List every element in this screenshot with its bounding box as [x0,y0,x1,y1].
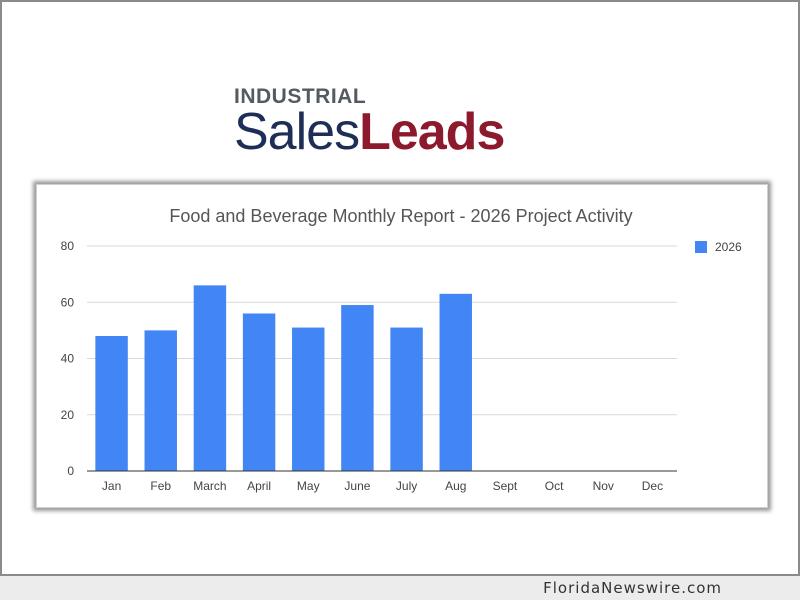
bar-feb [144,330,177,471]
industrial-salesleads-logo: INDUSTRIAL SalesLeads [234,86,534,166]
y-axis-ticks: 0 20 40 60 80 [61,239,75,478]
bar-may [292,327,325,471]
x-tick-label: June [344,479,370,493]
bar-june [341,305,374,471]
bar-jan [95,336,128,471]
legend-label: 2026 [715,240,742,254]
x-tick-label: Oct [545,479,564,493]
x-tick-label: Nov [593,479,614,493]
x-axis-ticks: Jan Feb March April May June July Aug Sept Oct Nov… [102,479,663,493]
x-tick-label: Jan [102,479,121,493]
y-tick-label: 80 [61,239,75,253]
bar-april [242,313,276,471]
bar-chart: Food and Beverage Monthly Report - 2026 … [61,206,742,493]
bars [95,285,472,471]
bar-march [193,285,227,471]
y-tick-label: 20 [61,408,75,422]
bar-july [390,327,423,471]
x-tick-label: Dec [642,479,663,493]
chart-card: Food and Beverage Monthly Report - 2026 … [36,184,768,508]
bar-aug [439,293,472,471]
y-tick-label: 40 [61,352,75,366]
x-tick-label: March [193,479,226,493]
legend: 2026 [695,240,742,254]
logo-salesleads-text: SalesLeads [234,102,505,162]
logo-industrial-text: INDUSTRIAL [234,85,367,108]
legend-swatch [695,241,707,253]
x-tick-label: May [297,479,320,493]
logo-leads-word: Leads [359,103,505,161]
watermark-text: FloridaNewswire.com [543,579,722,597]
chart-title: Food and Beverage Monthly Report - 2026 … [169,206,632,226]
gridlines [87,245,677,416]
x-tick-label: Feb [150,479,171,493]
x-tick-label: Sept [493,479,518,493]
x-tick-label: April [247,479,271,493]
logo-sales-word: Sales [234,103,360,161]
x-tick-label: Aug [445,479,466,493]
y-tick-label: 0 [67,464,74,478]
x-tick-label: July [396,479,417,493]
y-tick-label: 60 [61,295,75,309]
footer-strip [0,576,800,600]
